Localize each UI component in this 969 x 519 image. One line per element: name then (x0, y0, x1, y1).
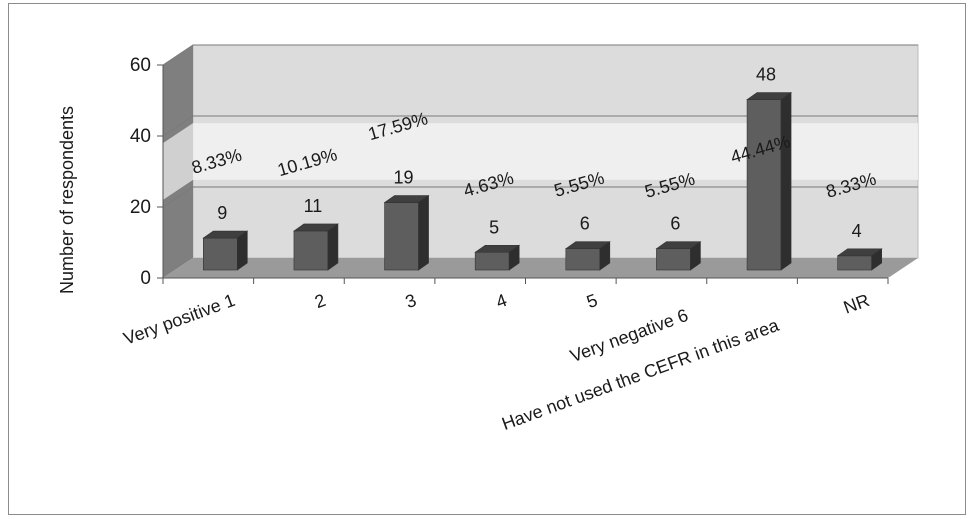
x-tick-label: 2 (312, 290, 328, 312)
x-tick-label: Very positive 1 (121, 290, 238, 349)
bar-side (690, 241, 701, 271)
x-tick-label: 3 (403, 290, 419, 312)
gridline (162, 115, 918, 137)
data-label: 4 (852, 221, 862, 241)
y-axis-label: Number of respondents (57, 106, 77, 294)
data-label: 6 (670, 214, 680, 234)
y-tick-label: 20 (130, 197, 151, 218)
data-label: 6 (580, 214, 590, 234)
bar (203, 237, 238, 271)
bar-side (327, 223, 339, 271)
bar (656, 248, 691, 271)
y-tick-label: 60 (130, 55, 151, 76)
y-tick-label: 0 (140, 268, 151, 289)
x-tick-label: 5 (584, 290, 600, 312)
highlight-band (163, 123, 918, 200)
data-label: 9 (217, 203, 227, 223)
x-tick-label: NR (841, 290, 872, 318)
highlight-band-side (163, 123, 193, 200)
bar-side (508, 244, 520, 271)
bar (746, 99, 782, 271)
highlight-band (193, 123, 918, 180)
gridline (162, 186, 918, 208)
data-label: 48 (756, 65, 776, 85)
bar (837, 255, 872, 271)
x-tick-label: 4 (493, 290, 509, 312)
gridline (162, 44, 918, 66)
bar-side (780, 92, 792, 271)
bar (293, 230, 329, 271)
bar (384, 202, 419, 271)
data-label: 11 (304, 196, 323, 216)
bar-side (599, 241, 611, 271)
bar (565, 248, 601, 271)
y-tick-label: 40 (130, 126, 151, 147)
floor (163, 258, 918, 278)
bar-side (871, 248, 882, 271)
bar (474, 251, 510, 271)
bar-side (418, 194, 429, 271)
data-label: 19 (394, 168, 414, 188)
gridlines (162, 44, 918, 208)
bars (202, 92, 883, 271)
data-label: 5 (489, 217, 499, 237)
bar-side (237, 230, 248, 271)
